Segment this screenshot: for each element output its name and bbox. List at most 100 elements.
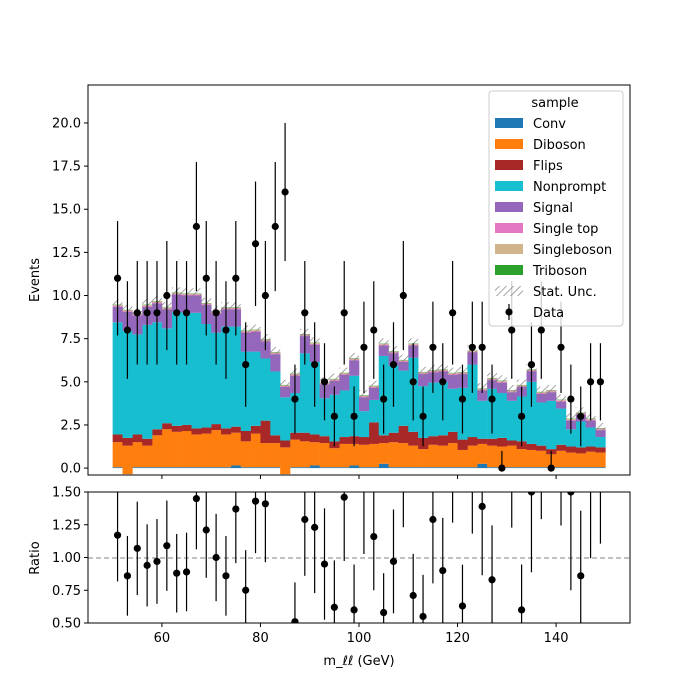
bar-flips	[132, 434, 143, 443]
bar-nonprompt	[427, 382, 439, 437]
ratio-point	[202, 526, 210, 534]
bar-diboson	[201, 433, 212, 468]
data-point	[596, 378, 605, 386]
data-point	[340, 309, 348, 317]
bar-flips	[378, 435, 389, 444]
bar-nonprompt	[171, 311, 182, 426]
bar-nonprompt	[152, 322, 163, 430]
data-point	[508, 326, 516, 334]
legend-label: Triboson	[532, 264, 587, 279]
bar-flips	[112, 434, 123, 443]
data-point	[370, 326, 378, 334]
ratio-point	[192, 494, 200, 503]
ratio-point	[301, 515, 309, 524]
bar-conv	[368, 467, 379, 469]
bar-signal	[368, 387, 379, 400]
data-point	[133, 309, 141, 317]
bar-diboson	[556, 450, 567, 468]
bar-diboson	[526, 449, 537, 468]
data-point	[380, 395, 388, 403]
stat-unc-bin	[270, 346, 281, 358]
bar-signal	[536, 393, 547, 403]
bar-flips	[280, 440, 291, 448]
ratio-point	[182, 568, 191, 576]
main-y-ticks: 0.0 2.5 5.0 7.5 10.0 12.5 15.0 17.5 20.0	[52, 116, 88, 477]
data-point	[350, 412, 358, 420]
bar-conv	[378, 463, 389, 469]
main-x-ticks	[161, 475, 557, 479]
bar-flips	[398, 425, 409, 444]
legend-swatch	[495, 139, 523, 149]
bar-nonprompt	[368, 399, 379, 423]
data-point	[577, 412, 585, 420]
bar-diboson	[536, 450, 547, 468]
bar-conv	[388, 467, 399, 469]
y-tick-label: 15.0	[52, 203, 81, 218]
data-point	[261, 291, 269, 300]
y-tick-label: 10.0	[52, 289, 81, 304]
ratio-y-tick-label: 1.00	[52, 551, 81, 566]
bar-diboson	[487, 445, 498, 468]
data-point	[173, 309, 181, 317]
stat-unc-bin	[546, 384, 557, 396]
data-point	[537, 326, 545, 334]
legend-label: Signal	[533, 201, 573, 216]
bar-flips	[211, 424, 222, 431]
bar-nonprompt	[556, 408, 567, 445]
bar-conv	[467, 467, 478, 469]
ratio-point	[123, 572, 132, 580]
bar-nonprompt	[280, 397, 291, 441]
stat-unc-bin	[398, 354, 409, 366]
bar-diboson	[299, 441, 311, 468]
bar-diboson	[112, 442, 123, 468]
data-point	[222, 326, 230, 334]
data-point	[498, 464, 506, 472]
bar-flips	[585, 446, 596, 452]
bar-signal	[595, 430, 606, 438]
bar-nonprompt	[201, 324, 212, 428]
legend-items: Conv Diboson Flips Nonprompt Signal Single to…	[495, 117, 612, 321]
ratio-point	[518, 606, 526, 614]
data-points	[113, 122, 605, 472]
data-point	[419, 412, 427, 420]
bar-flips	[437, 435, 448, 446]
bar-signal	[280, 386, 291, 398]
bar-conv	[408, 467, 419, 469]
bar-flips	[487, 438, 498, 446]
ratio-point	[320, 560, 329, 568]
data-point	[409, 378, 417, 386]
ratio-y-tick-label: 0.75	[52, 584, 81, 599]
bar-flips	[181, 424, 192, 431]
bar-conv	[536, 467, 547, 469]
bar-flips	[142, 438, 153, 446]
bar-nonprompt	[585, 427, 596, 447]
ratio-point	[261, 500, 269, 508]
bar-diboson	[378, 443, 389, 464]
data-point	[212, 309, 220, 317]
y-tick-label: 5.0	[60, 375, 81, 390]
y-tick-label: 17.5	[52, 160, 81, 175]
bar-diboson	[349, 443, 360, 466]
ratio-point	[212, 553, 220, 562]
bar-diboson	[585, 451, 596, 468]
bar-diboson	[398, 443, 409, 468]
ratio-panel: 0.50 0.75 1.00 1.25 1.50 60 80 100 120 140 Ratio…	[28, 486, 631, 669]
bar-nonprompt	[299, 353, 311, 433]
bar-flips	[152, 429, 163, 436]
bar-diboson	[575, 453, 586, 468]
bar-diboson	[230, 432, 242, 466]
bar-signal	[506, 392, 517, 401]
data-point	[360, 343, 368, 351]
data-point	[123, 326, 132, 334]
bar-conv	[487, 467, 498, 469]
bar-flips	[427, 436, 439, 445]
stat-unc-bin	[556, 394, 566, 405]
bar-conv	[565, 467, 577, 469]
bar-nonprompt	[211, 332, 222, 425]
y-tick-label: 0.0	[60, 462, 81, 477]
stat-unc-bin	[191, 288, 202, 299]
ratio-points	[113, 492, 602, 623]
stat-unc-bin	[536, 386, 547, 397]
bar-signal	[359, 397, 370, 412]
bar-conv	[339, 467, 350, 469]
